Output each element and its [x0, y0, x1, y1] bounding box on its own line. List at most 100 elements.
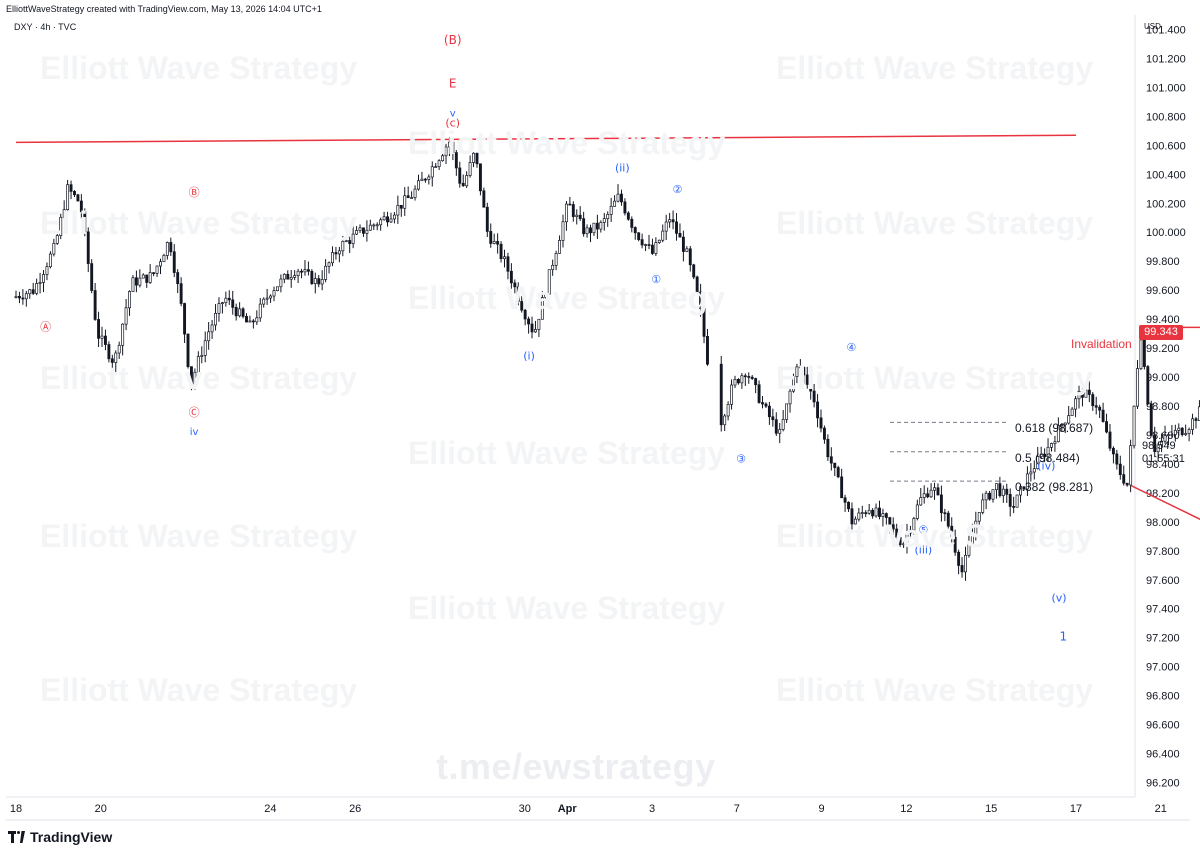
candle-body [365, 229, 369, 234]
candle-body [730, 384, 734, 405]
candle-body [860, 512, 864, 514]
price-tick-label: 98.800 [1146, 401, 1180, 413]
time-tick-label: 18 [10, 803, 22, 815]
candle-body [534, 329, 537, 333]
invalidation-price-badge: 99.343 [1139, 325, 1183, 340]
candle-body [984, 492, 988, 501]
candle-body [915, 504, 919, 519]
price-tick-label: 99.800 [1146, 256, 1180, 268]
tradingview-logo[interactable]: TradingView [8, 829, 112, 845]
candle-body [444, 146, 448, 157]
watermark-text: Elliott Wave Strategy [408, 590, 726, 626]
candle-body [1012, 506, 1016, 508]
candle-body [571, 204, 575, 217]
candle-body [939, 494, 943, 514]
candle-body [699, 291, 703, 309]
price-tick-label: 100.000 [1146, 227, 1186, 239]
wave-label: (iv) [1037, 460, 1055, 473]
candle-body [778, 429, 782, 434]
candle-body [767, 405, 771, 418]
candle-body [706, 336, 709, 365]
candle-body [392, 214, 396, 220]
watermark-text: Elliott Wave Strategy [40, 360, 358, 396]
candle-body [17, 295, 21, 299]
time-tick-label: 12 [900, 803, 912, 815]
candle-body [798, 366, 802, 369]
candle-body [1163, 435, 1167, 442]
symbol-label[interactable]: DXY · 4h · TVC [14, 22, 77, 32]
candle-body [282, 273, 286, 280]
candle-body [757, 384, 761, 403]
candle-body [695, 276, 699, 293]
candle-body [138, 277, 142, 286]
candle-body [148, 272, 152, 283]
candle-body [640, 239, 644, 246]
candle-body [895, 528, 899, 538]
wave-label: Ⓒ [189, 406, 200, 419]
candle-body [183, 303, 187, 335]
candle-body [527, 318, 531, 325]
candle-body [578, 214, 582, 220]
candle-body [1118, 463, 1122, 475]
candle-body [90, 263, 94, 291]
candle-body [461, 182, 465, 187]
candle-body [726, 403, 730, 417]
price-tick-label: 101.400 [1146, 24, 1186, 36]
candle-body [922, 493, 926, 498]
candle-body [341, 240, 345, 252]
wave-label: ② [673, 183, 683, 196]
candle-body [585, 227, 589, 235]
candle-body [48, 253, 52, 268]
candle-body [1077, 391, 1081, 400]
candle-body [898, 536, 902, 545]
candle-body [134, 277, 138, 286]
candle-body [62, 209, 66, 218]
candle-body [114, 352, 118, 363]
candle-body [241, 308, 245, 317]
candle-body [386, 216, 389, 223]
candle-body [970, 533, 974, 544]
candle-body [334, 252, 338, 255]
candle-body [1036, 456, 1040, 469]
price-tick-label: 99.600 [1146, 285, 1180, 297]
candle-body [217, 303, 221, 314]
candle-body [300, 270, 303, 273]
candle-body [454, 152, 458, 169]
candle-body [482, 190, 486, 208]
wave-label: Ⓐ [40, 321, 51, 334]
candle-body [609, 205, 613, 215]
fib-label-500: 0.5 (98.484) [1015, 451, 1080, 465]
candle-body [324, 265, 328, 280]
candle-body [884, 513, 888, 518]
candle-body [42, 274, 45, 283]
candle-body [936, 487, 940, 496]
price-tick-label: 101.000 [1146, 82, 1186, 94]
candle-body [121, 323, 125, 346]
watermark-text: Elliott Wave Strategy [776, 360, 1094, 396]
candle-body [79, 200, 83, 213]
candle-body [382, 216, 386, 221]
candle-body [83, 211, 87, 233]
candle-body [967, 543, 971, 556]
time-tick-label: 24 [264, 803, 276, 815]
candle-body [1187, 429, 1191, 434]
candle-body [878, 507, 881, 517]
candle-body [117, 344, 121, 354]
candle-body [623, 201, 627, 214]
candle-body [1046, 446, 1050, 458]
wave-label: Ⓑ [189, 186, 200, 199]
candle-body [805, 374, 809, 385]
wave-label: (B) [444, 33, 462, 47]
watermark-text: Elliott Wave Strategy [408, 125, 726, 161]
candle-body [723, 415, 727, 426]
candle-body [544, 293, 548, 298]
candle-body [389, 218, 393, 223]
candle-body [331, 252, 334, 264]
time-tick-label: 9 [819, 803, 825, 815]
candle-body [251, 320, 255, 323]
candle-body [644, 244, 648, 246]
price-tick-label: 99.200 [1146, 343, 1180, 355]
candle-body [396, 205, 400, 216]
candle-body [437, 160, 441, 167]
